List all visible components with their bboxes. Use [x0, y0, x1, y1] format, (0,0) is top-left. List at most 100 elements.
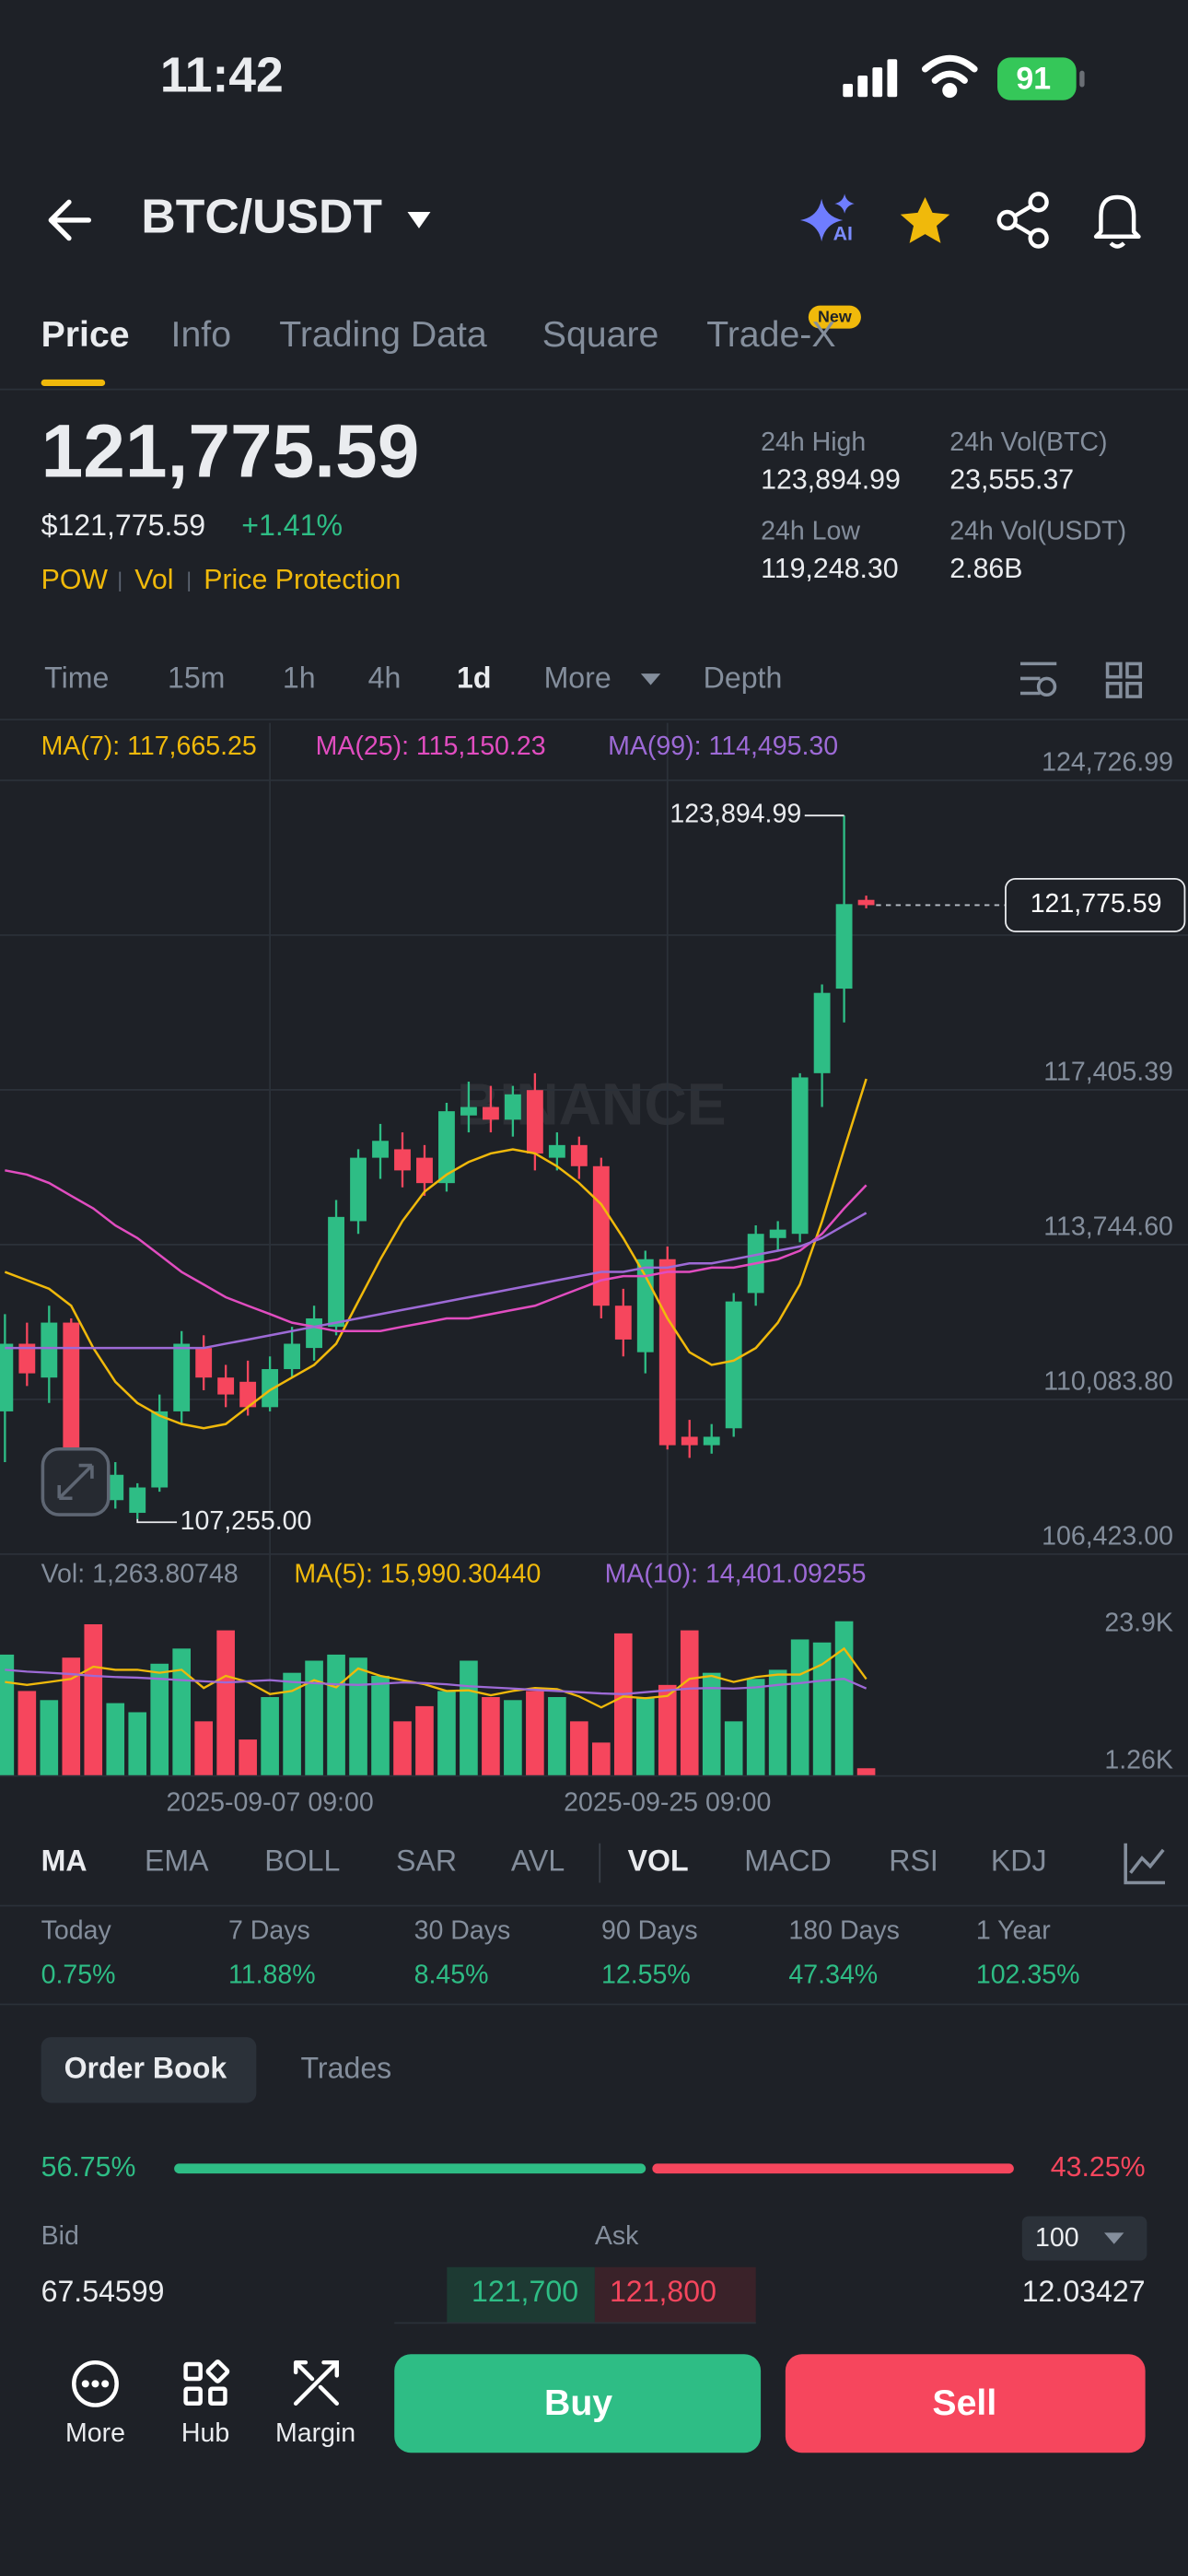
volume-bar [658, 1684, 677, 1776]
indicator[interactable]: SAR [396, 1844, 457, 1878]
tab[interactable]: Trade-X [706, 314, 835, 355]
order-book-tab[interactable]: Order Book [64, 2051, 227, 2084]
interval[interactable]: 1d [457, 662, 491, 695]
candle-body [41, 1322, 58, 1378]
signal-icon [843, 59, 898, 98]
indicator[interactable]: EMA [145, 1844, 209, 1878]
indicator[interactable]: VOL [628, 1844, 689, 1878]
nav-label[interactable]: More [65, 2418, 125, 2448]
bid-ratio: 56.75% [41, 2152, 136, 2183]
buy-label[interactable]: Buy [544, 2383, 612, 2423]
period-label: 90 Days [601, 1916, 698, 1946]
volume-bar [415, 1705, 434, 1776]
margin-icon[interactable] [293, 2359, 339, 2406]
indicator[interactable]: MACD [744, 1844, 832, 1878]
tag[interactable]: POW [41, 565, 109, 595]
volume-bar [635, 1697, 655, 1776]
candle-body [217, 1377, 235, 1395]
nav-label[interactable]: Margin [275, 2418, 355, 2448]
low-connector [136, 1518, 178, 1524]
alert-button[interactable] [1093, 194, 1141, 249]
legend-entry: MA(7): 117,665.25 [41, 732, 257, 761]
candle-body [857, 899, 875, 906]
depth-value: 100 [1035, 2223, 1079, 2253]
watermark: BINANCE [457, 1071, 727, 1138]
share-button-part [1028, 228, 1049, 249]
depth-select[interactable] [1021, 2216, 1147, 2261]
interval[interactable]: 4h [368, 662, 402, 695]
interval[interactable]: Time [44, 662, 109, 695]
ask-label: Ask [595, 2221, 639, 2251]
share-button[interactable] [996, 192, 1049, 249]
candle-body [107, 1474, 124, 1501]
period-change: 12.55% [601, 1961, 691, 1990]
volume-bar [216, 1630, 235, 1776]
indicator[interactable]: BOLL [264, 1844, 340, 1878]
more-icon[interactable] [72, 2359, 119, 2407]
new-badge-bg [808, 305, 861, 329]
share-button-part [1028, 192, 1049, 213]
indicator[interactable]: KDJ [991, 1844, 1047, 1878]
tab[interactable]: Price [41, 314, 130, 355]
alert-button-part [1109, 241, 1125, 249]
tag[interactable]: Vol [134, 565, 173, 595]
layout-button-part [1105, 682, 1123, 698]
favorite-button[interactable] [900, 196, 950, 243]
indicator-settings-button[interactable] [1124, 1843, 1166, 1885]
high-label: 123,894.99 [670, 800, 801, 829]
tag[interactable]: Price Protection [204, 565, 401, 595]
ask-price: 121,800 [610, 2275, 716, 2308]
ai-button-part [834, 193, 855, 214]
interval[interactable]: Depth [704, 662, 783, 695]
battery-icon-part [997, 57, 1077, 100]
candle-body [129, 1487, 146, 1514]
period-label: 30 Days [414, 1916, 511, 1946]
ask-depth-bg [594, 2266, 756, 2324]
sell-label[interactable]: Sell [932, 2383, 996, 2423]
indicator[interactable]: MA [41, 1844, 87, 1878]
volume-bar [62, 1657, 81, 1776]
nav-label[interactable]: Hub [181, 2418, 229, 2448]
legend-entry: MA(99): 114,495.30 [608, 732, 838, 761]
interval[interactable]: 15m [168, 662, 225, 695]
interval[interactable]: More [544, 662, 611, 695]
layout-button[interactable] [1105, 662, 1143, 698]
candle-body [658, 1259, 676, 1446]
share-button-part [996, 209, 1018, 231]
period-change: 0.75% [41, 1961, 116, 1990]
volume-bar [768, 1669, 787, 1776]
y-tick-label: 113,744.60 [1043, 1212, 1173, 1242]
volume-bar [172, 1648, 192, 1776]
hub-icon[interactable] [183, 2359, 230, 2406]
last-price-badge [1005, 878, 1186, 932]
indicator[interactable]: AVL [511, 1844, 565, 1878]
pair-title[interactable]: BTC/USDT [141, 190, 382, 243]
trades-tab[interactable]: Trades [301, 2051, 392, 2084]
alert-button-part [1093, 194, 1141, 240]
last-price: 121,775.59 [41, 409, 420, 493]
volume-bar [17, 1691, 37, 1776]
signal-icon-part [857, 76, 868, 98]
interval[interactable]: 1h [283, 662, 316, 695]
y-tick-label: 124,726.99 [1042, 748, 1173, 778]
candle-body [18, 1343, 36, 1374]
ai-button[interactable] [799, 193, 855, 242]
battery-level: 91 [1016, 61, 1051, 96]
volume-bar [526, 1691, 544, 1776]
stat-label: 24h Vol(BTC) [949, 427, 1107, 457]
tab[interactable]: Trading Data [279, 314, 487, 355]
bid-label: Bid [41, 2221, 79, 2251]
pair-dropdown[interactable] [407, 212, 431, 228]
candle-body [438, 1111, 455, 1184]
volume-bar [482, 1697, 500, 1776]
sell-button[interactable] [785, 2354, 1146, 2453]
indicator[interactable]: RSI [889, 1844, 938, 1878]
buy-button[interactable] [394, 2354, 762, 2453]
candle-body [592, 1165, 610, 1306]
tab[interactable]: Info [171, 314, 231, 355]
bid-depth-bg [447, 2266, 595, 2324]
expand-button[interactable] [41, 1446, 111, 1516]
tab[interactable]: Square [542, 314, 659, 355]
chart-settings-button[interactable] [1020, 662, 1057, 697]
back-button[interactable] [48, 199, 92, 241]
